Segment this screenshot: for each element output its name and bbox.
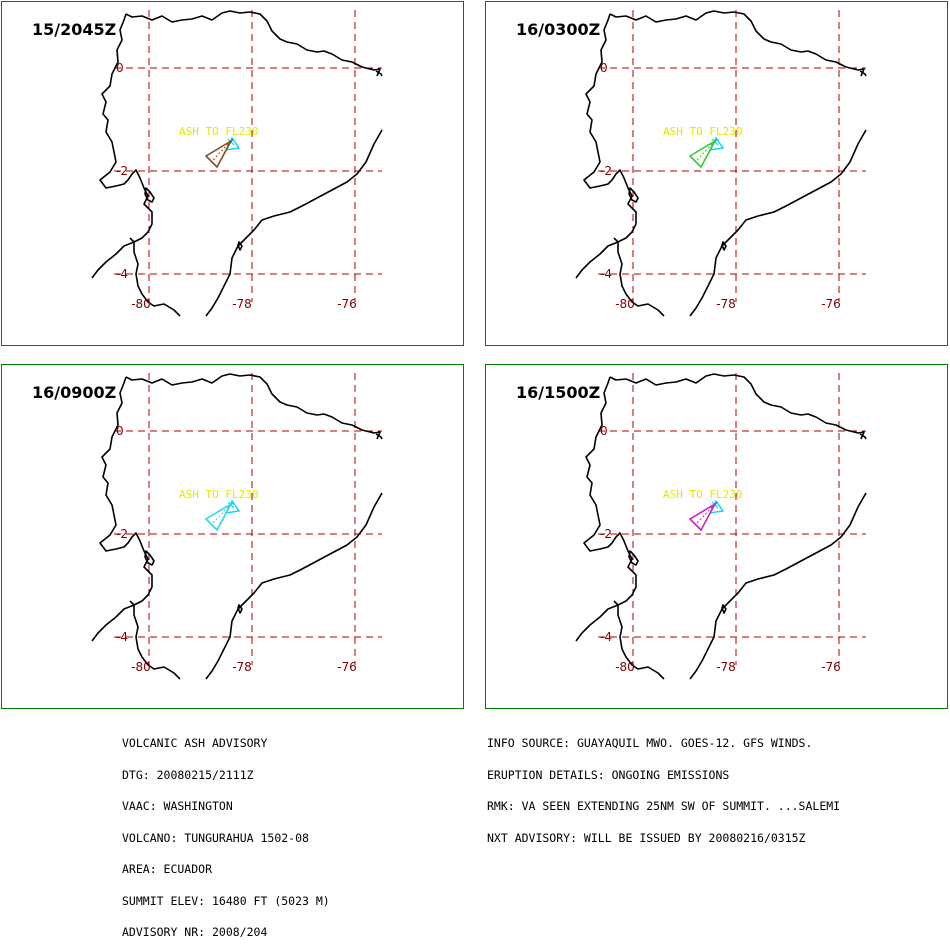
- coastline: [129, 237, 181, 317]
- advisory-line: DTG: 20080215/2111Z: [122, 767, 254, 782]
- advisory-line: SUMMIT ELEV: 16480 FT (5023 M): [122, 893, 330, 908]
- forecast-panel-1: 15/2045Z 0 -2 -4 -80 -78 -76 ASH TO FL230: [1, 1, 464, 346]
- ash-altitude-label: ASH TO FL230: [179, 125, 258, 138]
- ash-altitude-label: ASH TO FL230: [179, 488, 258, 501]
- longitude-label: -80: [131, 297, 151, 311]
- longitude-label: -76: [821, 297, 841, 311]
- advisory-line: INFO SOURCE: GUAYAQUIL MWO. GOES-12. GFS…: [487, 736, 813, 750]
- coastline: [91, 13, 153, 279]
- ash-plume-polygon: [688, 501, 718, 532]
- advisory-text-right: INFO SOURCE: GUAYAQUIL MWO. GOES-12. GFS…: [487, 717, 840, 854]
- coastline: [237, 604, 243, 614]
- map-svg: 0 -2 -4 -80 -78 -76 ASH TO FL230: [575, 373, 867, 680]
- coastline: [613, 237, 665, 317]
- advisory-line: VOLCANO: TUNGURAHUA 1502-08: [122, 830, 309, 845]
- longitude-label: -78: [716, 297, 736, 311]
- latitude-label: -4: [116, 630, 128, 644]
- longitude-label: -78: [232, 297, 252, 311]
- latitude-label: -2: [600, 527, 612, 541]
- advisory-text-left: VOLCANIC ASH ADVISORY DTG: 20080215/2111…: [122, 717, 330, 948]
- coastline: [721, 241, 727, 251]
- map-svg: 0 -2 -4 -80 -78 -76 ASH TO FL230: [91, 373, 383, 680]
- latitude-label: 0: [600, 424, 608, 438]
- coastline: [628, 550, 639, 566]
- advisory-line: NXT ADVISORY: WILL BE ISSUED BY 20080216…: [487, 830, 806, 845]
- longitude-label: -80: [615, 660, 635, 674]
- longitude-label: -80: [615, 297, 635, 311]
- latitude-label: 0: [116, 424, 124, 438]
- ash-plume-axis: [211, 503, 232, 525]
- longitude-label: -78: [716, 660, 736, 674]
- advisory-line: VAAC: WASHINGTON: [122, 799, 233, 813]
- coastline: [205, 129, 383, 317]
- longitude-label: -76: [821, 660, 841, 674]
- panel-time-label: 15/2045Z: [32, 20, 117, 39]
- coastline: [689, 129, 867, 317]
- latitude-label: -4: [600, 267, 612, 281]
- coastline: [613, 600, 665, 680]
- forecast-panel-4: 16/1500Z 0 -2 -4 -80 -78 -76 ASH TO FL230: [485, 364, 948, 709]
- ash-plume-axis: [211, 140, 232, 162]
- advisory-line: ADVISORY NR: 2008/204: [122, 925, 268, 939]
- panel-time-label: 16/0300Z: [516, 20, 601, 39]
- ash-altitude-label: ASH TO FL230: [663, 488, 742, 501]
- longitude-label: -78: [232, 660, 252, 674]
- latitude-label: 0: [600, 61, 608, 75]
- latitude-label: -2: [116, 527, 128, 541]
- coastline: [91, 376, 153, 642]
- latitude-label: 0: [116, 61, 124, 75]
- coastline: [609, 373, 867, 440]
- latitude-label: -4: [116, 267, 128, 281]
- coastline: [628, 187, 639, 203]
- advisory-line: AREA: ECUADOR: [122, 862, 213, 876]
- coastline: [205, 492, 383, 680]
- advisory-line: ERUPTION DETAILS: ONGOING EMISSIONS: [487, 767, 730, 782]
- panel-time-label: 16/1500Z: [516, 383, 601, 402]
- forecast-panel-3: 16/0900Z 0 -2 -4 -80 -78 -76 ASH TO FL230: [1, 364, 464, 709]
- coastline: [125, 373, 383, 440]
- advisory-line: RMK: VA SEEN EXTENDING 25NM SW OF SUMMIT…: [487, 799, 841, 813]
- longitude-label: -76: [337, 660, 357, 674]
- latitude-label: -2: [116, 164, 128, 178]
- ash-altitude-label: ASH TO FL230: [663, 125, 742, 138]
- coastline: [575, 13, 637, 279]
- longitude-label: -76: [337, 297, 357, 311]
- ash-plume-polygon: [204, 138, 234, 169]
- advisory-line: VOLCANIC ASH ADVISORY: [122, 736, 268, 750]
- coastline: [689, 492, 867, 680]
- ash-plume-polygon: [204, 501, 234, 532]
- panel-time-label: 16/0900Z: [32, 383, 117, 402]
- forecast-panel-2: 16/0300Z 0 -2 -4 -80 -78 -76 ASH TO FL230: [485, 1, 948, 346]
- coastline: [237, 241, 243, 251]
- coastline: [144, 187, 155, 203]
- coastline: [144, 550, 155, 566]
- latitude-label: -4: [600, 630, 612, 644]
- coastline: [575, 376, 637, 642]
- coastline: [721, 604, 727, 614]
- longitude-label: -80: [131, 660, 151, 674]
- coastline: [129, 600, 181, 680]
- map-svg: 0 -2 -4 -80 -78 -76 ASH TO FL230: [91, 10, 383, 317]
- ash-plume-axis: [695, 140, 716, 162]
- ash-plume-axis: [695, 503, 716, 525]
- latitude-label: -2: [600, 164, 612, 178]
- coastline: [125, 10, 383, 77]
- coastline: [609, 10, 867, 77]
- map-svg: 0 -2 -4 -80 -78 -76 ASH TO FL230: [575, 10, 867, 317]
- ash-plume-polygon: [688, 138, 718, 169]
